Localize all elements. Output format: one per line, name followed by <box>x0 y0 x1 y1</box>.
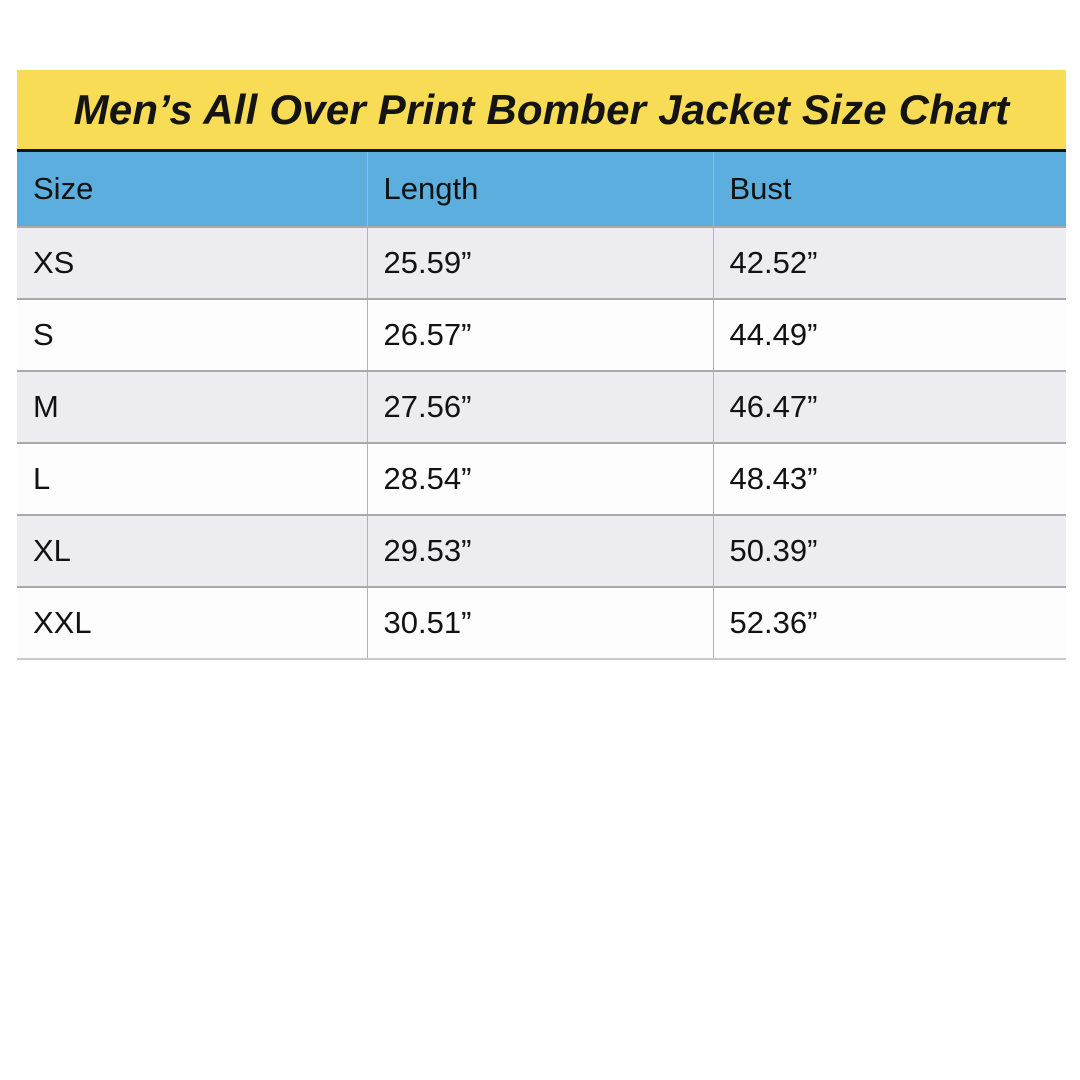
table-row: XXL 30.51” 52.36” <box>17 586 1066 660</box>
table-row: XL 29.53” 50.39” <box>17 514 1066 587</box>
cell-bust: 44.49” <box>712 298 1066 371</box>
cell-length: 26.57” <box>366 298 713 371</box>
table-row: S 26.57” 44.49” <box>17 298 1066 371</box>
cell-size: S <box>17 298 367 371</box>
cell-length: 28.54” <box>366 442 713 515</box>
column-header-size: Size <box>17 152 367 227</box>
cell-bust: 46.47” <box>712 370 1066 443</box>
size-chart: Men’s All Over Print Bomber Jacket Size … <box>17 70 1066 660</box>
cell-bust: 50.39” <box>712 514 1066 587</box>
cell-length: 25.59” <box>366 226 713 299</box>
header-row: Size Length Bust <box>17 152 1066 227</box>
cell-bust: 42.52” <box>712 226 1066 299</box>
cell-size: XL <box>17 514 367 587</box>
cell-size: XXL <box>17 586 367 660</box>
table-row: L 28.54” 48.43” <box>17 442 1066 515</box>
table-row: XS 25.59” 42.52” <box>17 226 1066 299</box>
cell-size: L <box>17 442 367 515</box>
table-body: XS 25.59” 42.52” S 26.57” 44.49” M 27.56… <box>17 226 1066 660</box>
title-banner: Men’s All Over Print Bomber Jacket Size … <box>17 70 1066 152</box>
cell-size: M <box>17 370 367 443</box>
cell-length: 30.51” <box>366 586 713 660</box>
cell-length: 29.53” <box>366 514 713 587</box>
cell-size: XS <box>17 226 367 299</box>
table-header: Size Length Bust <box>17 152 1066 227</box>
page-title: Men’s All Over Print Bomber Jacket Size … <box>73 85 1010 133</box>
size-chart-table: Size Length Bust XS 25.59” 42.52” S 26.5… <box>17 152 1066 660</box>
cell-bust: 48.43” <box>712 442 1066 515</box>
cell-length: 27.56” <box>366 370 713 443</box>
cell-bust: 52.36” <box>712 586 1066 660</box>
table-row: M 27.56” 46.47” <box>17 370 1066 443</box>
column-header-length: Length <box>366 152 713 227</box>
column-header-bust: Bust <box>712 152 1066 227</box>
